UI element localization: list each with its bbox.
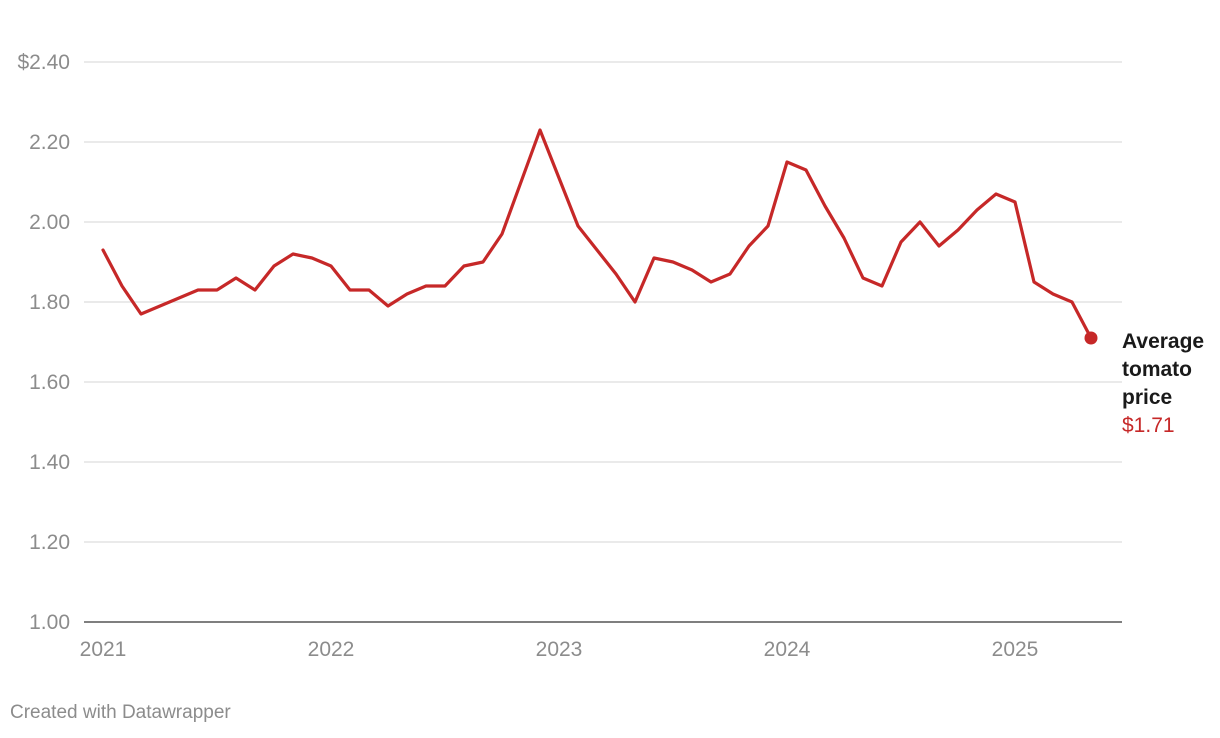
end-label-line-1: Average	[1122, 330, 1204, 353]
x-tick-label: 2023	[536, 638, 583, 661]
y-tick-label: 2.20	[29, 131, 70, 154]
y-tick-label: 1.20	[29, 531, 70, 554]
x-tick-label: 2024	[764, 638, 811, 661]
end-label-value: $1.71	[1122, 414, 1175, 437]
end-label: Average tomato price $1.71	[1122, 330, 1204, 437]
y-tick-label: 2.00	[29, 211, 70, 234]
series-layer	[101, 128, 1098, 345]
end-label-line-2: tomato	[1122, 358, 1192, 381]
credit-text: Created with Datawrapper	[10, 702, 231, 723]
x-tick-label: 2025	[992, 638, 1039, 661]
last-point-marker	[1084, 331, 1098, 345]
x-axis-tick-labels: 2021 2022 2023 2024 2025	[80, 638, 1039, 661]
x-tick-label: 2022	[308, 638, 355, 661]
y-tick-label: 1.60	[29, 371, 70, 394]
y-tick-label: $2.40	[17, 51, 70, 74]
end-label-line-3: price	[1122, 386, 1172, 409]
y-tick-label: 1.40	[29, 451, 70, 474]
y-tick-label: 1.80	[29, 291, 70, 314]
y-tick-label: 1.00	[29, 611, 70, 634]
x-tick-label: 2021	[80, 638, 127, 661]
series-line	[101, 128, 1093, 340]
gridlines	[84, 61, 1122, 623]
y-axis-tick-labels: $2.40 2.20 2.00 1.80 1.60 1.40 1.20 1.00	[17, 51, 70, 634]
